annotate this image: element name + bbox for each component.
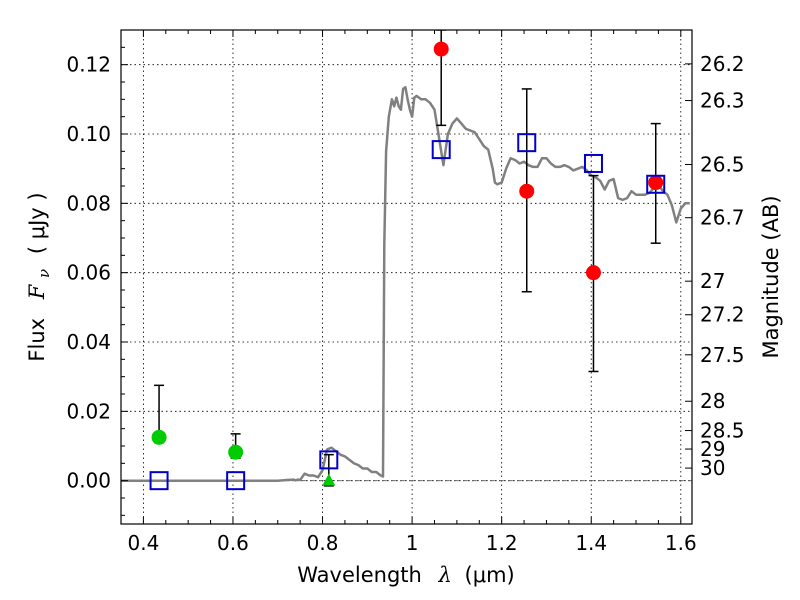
y2-tick-label: 26.7 (700, 206, 745, 230)
x-tick-label: 0.4 (127, 531, 159, 555)
y2-tick-label: 26.2 (700, 52, 745, 76)
model-photometry-point (646, 174, 666, 194)
y2-tick-label: 30 (700, 456, 725, 480)
plot-frame (120, 29, 693, 525)
y-axis-label: Flux F ν ( μJy ) (25, 192, 54, 361)
y2-tick-label: 27.2 (700, 303, 745, 327)
observed-optical-point (151, 429, 167, 445)
x-axis-label-unit: (μm) (465, 563, 515, 587)
x-tick-label: 1 (406, 531, 419, 555)
model-photometry-point (583, 153, 603, 173)
model-spectrum-line (121, 85, 690, 482)
observed-nir-point (433, 41, 449, 57)
y2-tick-label: 28 (700, 389, 725, 413)
observed-nir-point (585, 265, 601, 281)
y-tick-label: 0.04 (66, 330, 111, 354)
observed-optical-point (228, 444, 244, 460)
x-tick-label: 1.6 (665, 531, 697, 555)
axis-ticks: 0.4 0.6 0.8 1 1.2 1.4 1.6 0.00 0.02 0.04 0.06 0.08 0… (66, 30, 745, 555)
y-axis-label-subscript: ν (35, 269, 53, 278)
model-photometry-point (431, 140, 451, 160)
y-axis-label-unit: ( μJy ) (25, 192, 49, 254)
x-axis-label-symbol: λ (438, 563, 452, 587)
y-axis-label-text: Flux (25, 318, 49, 362)
x-tick-label: 1.2 (486, 531, 518, 555)
y2-tick-label: 28.5 (700, 419, 745, 443)
y2-tick-label: 29 (700, 437, 725, 461)
observed-upper-limit-point (322, 473, 336, 486)
x-tick-label: 0.6 (217, 531, 249, 555)
y-axis-label-symbol: F (25, 283, 49, 300)
y-tick-label: 0.12 (66, 53, 111, 77)
x-axis-label: Wavelength λ (μm) (297, 563, 514, 587)
model-photometry-point (226, 471, 246, 491)
y2-tick-label: 26.5 (700, 153, 745, 177)
y-tick-label: 0.08 (66, 191, 111, 215)
observed-nir-point (519, 183, 535, 199)
y2-axis-label: Magnitude (AB) (759, 195, 783, 358)
model-photometry-point (149, 471, 169, 491)
x-tick-label: 1.4 (575, 531, 607, 555)
y2-tick-label: 27.5 (700, 343, 745, 367)
y-tick-label: 0.02 (66, 399, 111, 423)
y-tick-label: 0.06 (66, 261, 111, 285)
y-tick-label: 0.10 (66, 122, 111, 146)
y2-tick-label: 26.3 (700, 89, 745, 113)
y2-tick-label: 27 (700, 269, 725, 293)
model-photometry-point (319, 450, 339, 470)
data-markers (149, 41, 666, 491)
plot-data-area (121, 30, 690, 491)
observed-nir-point (648, 175, 664, 191)
x-tick-label: 0.8 (307, 531, 339, 555)
x-axis-label-text: Wavelength (297, 563, 422, 587)
y-tick-label: 0.00 (66, 469, 111, 493)
model-photometry-point (517, 133, 537, 153)
grid (121, 30, 692, 524)
